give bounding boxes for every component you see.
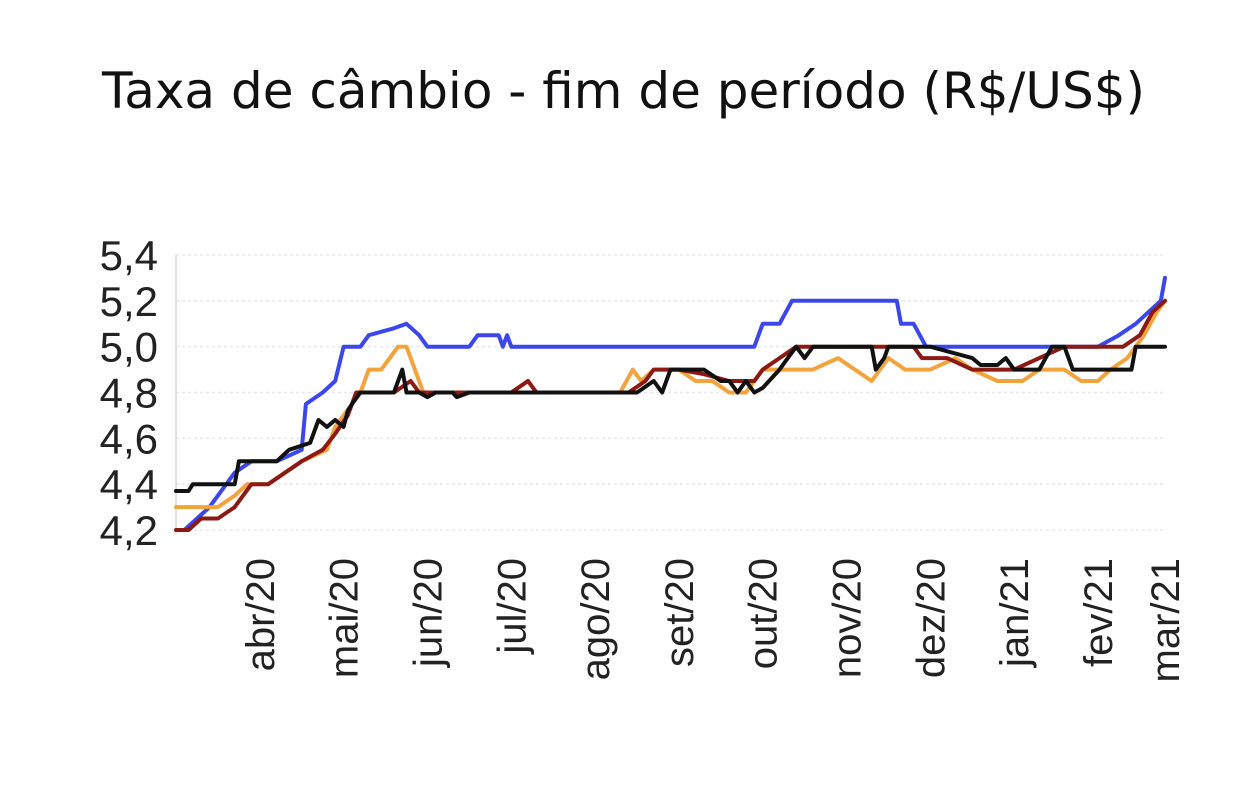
series-line-3 (174, 344, 1167, 493)
x-tick-label-1: mai/20 (323, 558, 367, 678)
series-layer (174, 275, 1167, 532)
x-tick-label-0: abr/20 (239, 558, 283, 671)
y-tick-label-0: 4,2 (100, 507, 158, 554)
series-line-1 (174, 298, 1167, 510)
x-axis-ticks: abr/20 mai/20 jun/20 jul/20 ago/20 set/20 out/… (239, 558, 1188, 683)
y-tick-label-3: 4,8 (100, 370, 158, 417)
x-tick-label-2: jun/20 (406, 558, 450, 668)
x-tick-label-4: ago/20 (574, 558, 618, 680)
x-tick-label-10: fev/21 (1077, 558, 1121, 667)
chart-title: Taxa de câmbio - fim de período (R$/US$) (101, 62, 1146, 120)
x-tick-label-3: jul/20 (490, 558, 534, 655)
x-tick-label-6: out/20 (742, 558, 786, 669)
y-tick-label-4: 5,0 (100, 324, 158, 371)
y-axis-ticks: 4,24,44,64,85,05,25,4 (100, 232, 158, 554)
series-line-0 (182, 275, 1167, 532)
x-tick-label-9: jan/21 (993, 558, 1037, 668)
y-tick-label-6: 5,4 (100, 232, 158, 279)
x-tick-label-7: nov/20 (826, 558, 870, 678)
series-line-2 (174, 298, 1167, 532)
x-tick-label-8: dez/20 (909, 558, 953, 678)
y-tick-label-2: 4,6 (100, 415, 158, 462)
y-tick-label-1: 4,4 (100, 461, 158, 508)
grid-lines (176, 254, 1165, 531)
y-tick-label-5: 5,2 (100, 278, 158, 325)
x-tick-label-5: set/20 (658, 558, 702, 667)
x-tick-label-11: mar/21 (1144, 558, 1188, 683)
